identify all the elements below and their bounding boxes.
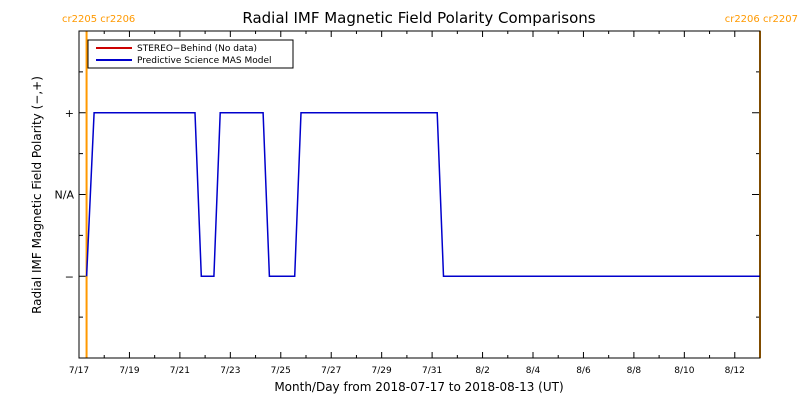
x-axis-ticks: 7/17 7/19 7/21 7/23 7/25 7/27 7/29 7/31 8/2 8/4 8/… [69,31,761,376]
y-axis-label: Radial IMF Magnetic Field Polarity (−,+) [30,76,44,314]
legend: STEREO−Behind (No data) Predictive Scien… [87,39,294,69]
legend-label-mas-model: Predictive Science MAS Model [137,56,272,66]
x-tick-label: 7/31 [422,366,442,376]
x-tick-label: 8/10 [674,366,694,376]
x-tick-label: 7/17 [69,366,89,376]
x-tick-label: 8/4 [526,366,541,376]
x-tick-label: 8/8 [627,366,642,376]
x-tick-label: 7/29 [372,366,392,376]
series-lines [85,112,760,278]
chart-title: Radial IMF Magnetic Field Polarity Compa… [242,9,595,27]
x-tick-label: 7/27 [321,366,341,376]
legend-box [87,39,294,69]
carrington-label: cr2205 cr2206 [62,14,135,25]
x-tick-label: 7/19 [119,366,139,376]
x-tick-label: 8/6 [576,366,591,376]
series-line-1 [85,112,760,278]
carrington-label: cr2206 cr2207 [725,14,798,25]
y-tick-label: + [65,107,74,120]
x-tick-label: 8/12 [725,366,745,376]
x-tick-label: 7/23 [220,366,240,376]
x-axis-label: Month/Day from 2018-07-17 to 2018-08-13 … [274,380,563,394]
y-tick-label: − [65,270,74,283]
x-tick-label: 7/25 [271,366,291,376]
x-tick-label: 7/21 [170,366,190,376]
y-tick-label: N/A [55,189,75,202]
plot-frame [78,30,761,359]
x-tick-label: 8/2 [475,366,489,376]
legend-label-stereo-behind: STEREO−Behind (No data) [137,44,257,54]
